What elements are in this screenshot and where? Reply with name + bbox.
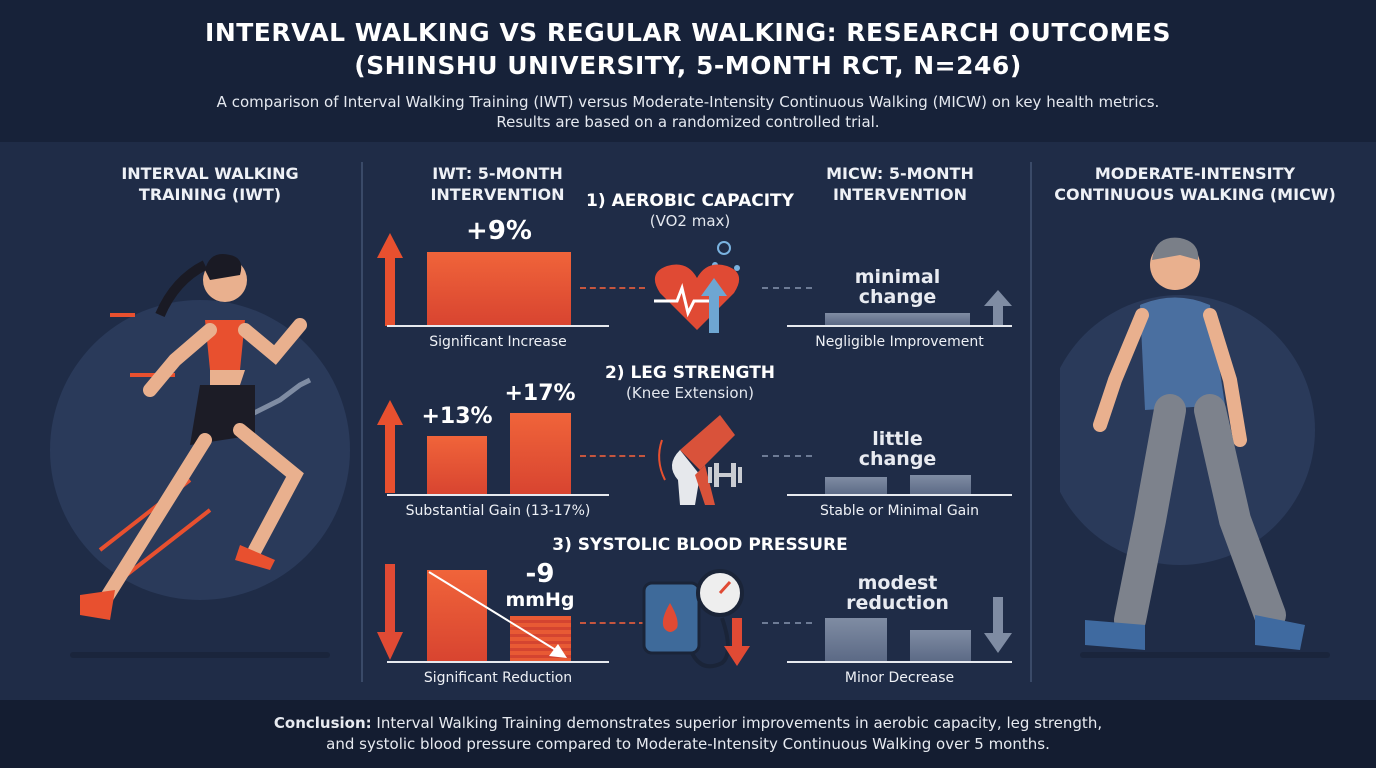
baseline [387,325,609,327]
micw-column-title-line2: INTERVENTION [832,185,968,204]
conclusion-footer: Conclusion: Interval Walking Training de… [0,700,1376,768]
baseline [787,325,1012,327]
up-arrow-icon [377,233,403,326]
connector-dash [762,455,812,457]
iwt-aerobic-bar [427,252,571,326]
baseline [787,661,1012,663]
metric2-subtitle: (Knee Extension) [626,384,754,402]
micw-strength-bar-1 [825,477,887,495]
runner-illustration [50,254,350,658]
heart-icon [654,241,740,333]
micw-panel-title: MODERATE-INTENSITY CONTINUOUS WALKING (M… [1040,163,1350,205]
iwt-strength-caption: Substantial Gain (13-17%) [405,503,591,519]
metric1-subtitle: (VO2 max) [649,212,731,230]
walker-illustration [1060,237,1330,658]
conclusion-line1: Conclusion: Interval Walking Training de… [0,713,1376,734]
iwt-panel-title-line1: INTERVAL WALKING [121,164,299,183]
micw-panel-title-line1: MODERATE-INTENSITY [1094,164,1296,183]
iwt-strength-bar-2 [510,413,571,495]
iwt-strength-value-1: +13% [421,404,493,429]
iwt-column-title-line1: IWT: 5-MONTH [432,164,563,183]
micw-aerobic-bar [825,313,970,325]
micw-strength-label-line1: little [872,428,923,450]
iwt-aerobic-value: +9% [466,216,532,246]
metric2-title: 2) LEG STRENGTH [604,363,776,383]
down-arrow-icon [984,597,1012,653]
iwt-aerobic-caption: Significant Increase [429,334,567,350]
micw-aerobic-label-line2: change [858,286,937,308]
micw-bp-caption: Minor Decrease [844,670,955,686]
trend-arrow-icon [428,571,567,658]
micw-strength-caption: Stable or Minimal Gain [819,503,980,519]
micw-column-title-line1: MICW: 5-MONTH [826,164,974,183]
micw-bp-label: modest reduction [790,573,1005,613]
title-line2: (SHINSHU UNIVERSITY, 5-MONTH RCT, N=246) [354,51,1022,80]
micw-strength-bar-2 [910,475,971,495]
micw-strength-label: little change [790,429,1005,469]
conclusion-text-line2: and systolic blood pressure compared to … [326,735,1050,753]
micw-panel-title-line2: CONTINUOUS WALKING (MICW) [1054,185,1336,204]
iwt-strength-value-2: +17% [504,381,576,406]
subtitle-line2: Results are based on a randomized contro… [496,113,880,131]
up-arrow-icon [984,290,1012,326]
micw-aerobic-label-line1: minimal [854,266,941,288]
connector-dash [762,622,812,624]
iwt-bp-value-unit: mmHg [505,589,575,611]
knee-icon [658,415,742,505]
baseline [387,661,609,663]
micw-bp-bar-1 [825,618,887,662]
subtitle-line1: A comparison of Interval Walking Trainin… [216,93,1160,111]
baseline [387,494,609,496]
metric1-title: 1) AEROBIC CAPACITY [586,191,794,211]
down-arrow-icon [377,564,403,660]
connector-dash [580,622,645,624]
iwt-bp-value: -9 mmHg [500,560,580,612]
up-arrow-icon [377,400,403,493]
connector-dash [580,287,645,289]
micw-column-title: MICW: 5-MONTH INTERVENTION [790,163,1010,205]
micw-bp-label-line2: reduction [846,592,949,614]
iwt-bp-bar-1 [427,570,487,662]
title-line1: INTERVAL WALKING VS REGULAR WALKING: RES… [205,18,1171,47]
iwt-column-title-line2: INTERVENTION [430,185,565,204]
iwt-bp-caption: Significant Reduction [423,670,573,686]
header: INTERVAL WALKING VS REGULAR WALKING: RES… [0,0,1376,142]
micw-strength-label-line2: change [858,448,937,470]
iwt-strength-bar-1 [427,436,487,495]
metric3-title: 3) SYSTOLIC BLOOD PRESSURE [552,535,848,555]
conclusion-text-line1: Interval Walking Training demonstrates s… [371,714,1103,732]
iwt-column-title: IWT: 5-MONTH INTERVENTION [385,163,610,205]
micw-bp-bar-2 [910,630,971,662]
iwt-panel-title: INTERVAL WALKING TRAINING (IWT) [60,163,360,205]
divider-left [361,162,363,682]
baseline [787,494,1012,496]
iwt-bp-value-number: -9 [525,559,555,589]
divider-right [1030,162,1032,682]
micw-bp-label-line1: modest [857,572,938,594]
iwt-panel-title-line2: TRAINING (IWT) [138,185,282,204]
micw-aerobic-label: minimal change [790,267,1005,307]
blood-pressure-icon [642,569,750,669]
connector-dash [762,287,812,289]
connector-dash [580,455,645,457]
conclusion-label: Conclusion: [273,714,372,732]
micw-aerobic-caption: Negligible Improvement [815,334,984,350]
